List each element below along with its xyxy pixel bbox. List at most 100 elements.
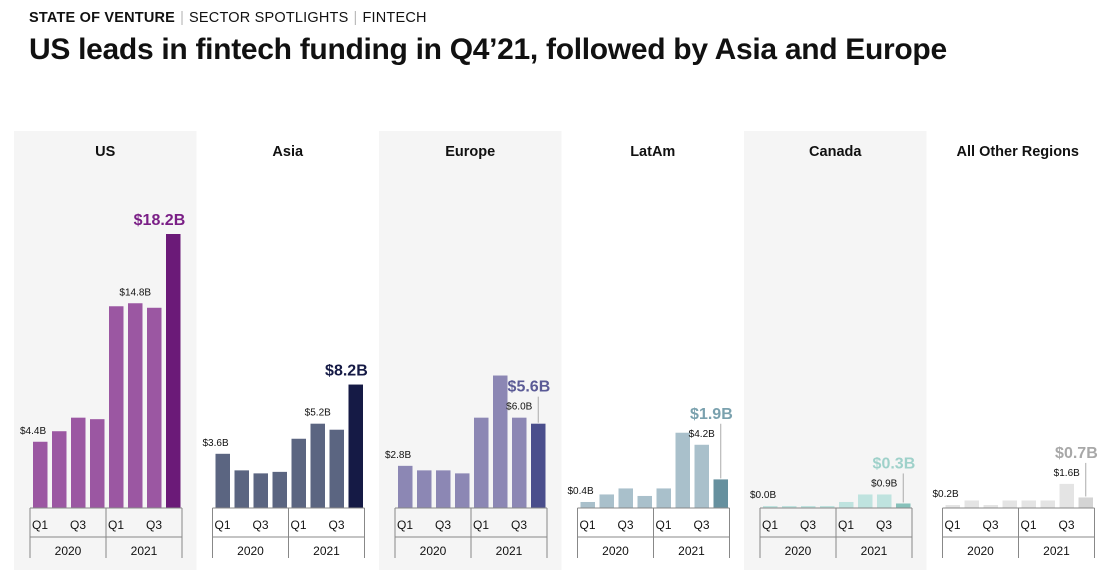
europe-year-label: 2020 [420,544,447,558]
canada-data-label: $0.9B [871,478,897,489]
latam-bar-q2-2020 [599,494,614,508]
canada-bar-q4-2020 [820,506,835,508]
canada-bar-q1-2021 [839,501,854,508]
europe-bar-q2-2021 [493,375,508,508]
us-tick-label: Q1 [32,518,48,532]
us-bar-q3-2021 [147,307,162,508]
us-bar-q4-2020 [90,419,105,508]
latam-tick-label: Q3 [618,518,634,532]
asia-data-label: $5.2B [305,408,331,419]
canada-tick-label: Q1 [838,518,854,532]
page-title: US leads in fintech funding in Q4’21, fo… [29,33,947,66]
breadcrumb: STATE OF VENTURE | SECTOR SPOTLIGHTS | FINTE… [29,10,947,26]
latam-bar-q4-2020 [637,495,652,508]
europe-bar-q4-2020 [455,473,470,508]
europe-tick-label: Q1 [473,518,489,532]
us-bar-q3-2020 [71,417,86,508]
all-other-regions-bar-q1-2021 [1021,500,1036,508]
us-tick-label: Q3 [146,518,162,532]
europe-year-label: 2021 [496,544,523,558]
all-other-regions-panel-title: All Other Regions [957,144,1079,160]
asia-bar-q2-2021 [310,423,325,508]
all-other-regions-bar-q2-2020 [964,500,979,508]
all-other-regions-tick-label: Q3 [1059,518,1075,532]
canada-data-label: $0.0B [750,490,776,501]
canada-bar-q3-2020 [801,506,816,508]
asia-final-value-label: $8.2B [325,363,368,380]
asia-bar-q4-2020 [272,471,287,508]
all-other-regions-data-label: $1.6B [1054,468,1080,479]
europe-bar-q1-2020 [398,465,413,508]
europe-bar-q1-2021 [474,417,489,508]
europe-final-value-label: $5.6B [508,379,551,396]
asia-bar-q1-2020 [215,453,230,508]
all-other-regions-year-label: 2021 [1043,544,1070,558]
europe-panel-title: Europe [445,144,495,160]
us-year-label: 2020 [55,544,82,558]
asia-bar-q3-2021 [329,429,344,508]
all-other-regions-year-label: 2020 [967,544,994,558]
canada-bar-q2-2021 [858,494,873,508]
canada-tick-label: Q1 [762,518,778,532]
latam-bar-q1-2020 [580,501,595,508]
all-other-regions-bar-q1-2020 [945,504,960,508]
us-data-label: $4.4B [20,426,46,437]
canada-tick-label: Q3 [876,518,892,532]
all-other-regions-bar-q4-2020 [1002,500,1017,508]
europe-tick-label: Q3 [511,518,527,532]
breadcrumb-sector-spotlights[interactable]: SECTOR SPOTLIGHTS [189,10,349,26]
chart-header: STATE OF VENTURE | SECTOR SPOTLIGHTS | FINTE… [29,10,947,67]
canada-bar-q2-2020 [782,506,797,508]
asia-tick-label: Q1 [291,518,307,532]
breadcrumb-fintech[interactable]: FINTECH [362,10,427,26]
latam-final-value-label: $1.9B [690,406,733,423]
us-bar-q1-2021 [109,306,124,508]
europe-tick-label: Q3 [435,518,451,532]
latam-tick-label: Q1 [656,518,672,532]
latam-bar-q4-2021 [713,479,728,508]
latam-bar-q3-2021 [694,444,709,508]
all-other-regions-bar-q3-2020 [983,504,998,508]
europe-bar-q2-2020 [417,470,432,508]
breadcrumb-separator: | [180,10,185,26]
canada-bar-q3-2021 [877,494,892,508]
canada-year-label: 2021 [861,544,888,558]
canada-panel-background [744,131,927,570]
europe-bar-q4-2021 [531,423,546,508]
us-final-value-label: $18.2B [134,212,186,229]
asia-panel-title: Asia [272,144,304,160]
canada-tick-label: Q3 [800,518,816,532]
asia-year-label: 2020 [237,544,264,558]
latam-bar-q2-2021 [675,432,690,508]
all-other-regions-tick-label: Q3 [983,518,999,532]
latam-bar-q3-2020 [618,488,633,508]
canada-bar-q4-2021 [896,503,911,508]
all-other-regions-bar-q3-2021 [1059,483,1074,508]
asia-tick-label: Q3 [253,518,269,532]
asia-bar-q4-2021 [348,384,363,508]
canada-panel-title: Canada [809,144,862,160]
europe-data-label: $6.0B [506,402,532,413]
us-year-label: 2021 [131,544,158,558]
all-other-regions-data-label: $0.2B [933,489,959,500]
all-other-regions-tick-label: Q1 [1021,518,1037,532]
all-other-regions-final-value-label: $0.7B [1055,445,1098,462]
us-tick-label: Q1 [108,518,124,532]
europe-data-label: $2.8B [385,450,411,461]
asia-tick-label: Q1 [215,518,231,532]
us-bar-q4-2021 [166,234,181,508]
europe-bar-q3-2021 [512,417,527,508]
canada-final-value-label: $0.3B [873,455,916,472]
breadcrumb-state-of-venture[interactable]: STATE OF VENTURE [29,10,176,26]
europe-tick-label: Q1 [397,518,413,532]
breadcrumb-separator: | [353,10,358,26]
us-bar-q2-2021 [128,303,143,508]
us-data-label: $14.8B [119,287,151,298]
latam-year-label: 2021 [678,544,705,558]
latam-tick-label: Q1 [580,518,596,532]
us-tick-label: Q3 [70,518,86,532]
latam-tick-label: Q3 [694,518,710,532]
latam-data-label: $4.2B [689,429,715,440]
europe-bar-q3-2020 [436,470,451,508]
us-bar-q1-2020 [33,441,48,508]
